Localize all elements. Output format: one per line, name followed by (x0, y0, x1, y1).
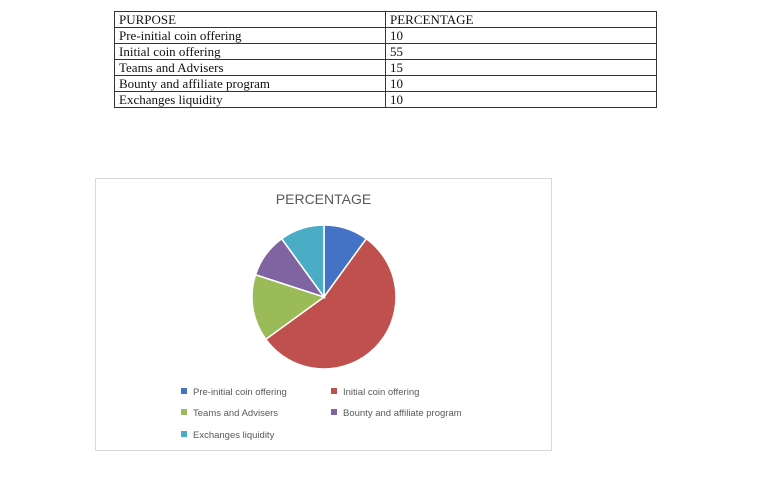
legend-swatch (181, 409, 187, 416)
legend-label: Bounty and affiliate program (343, 408, 462, 419)
percentage-cell: 15 (385, 59, 657, 76)
legend-label: Teams and Advisers (193, 408, 279, 419)
purpose-table: PURPOSE PERCENTAGE Pre-initial coin offe… (114, 11, 657, 108)
pie-slice-teams (251, 273, 326, 341)
pie-slice-exchanges (280, 224, 325, 300)
legend-item: Exchanges liquidity (181, 430, 274, 441)
percentage-cell: 10 (385, 91, 657, 108)
legend-swatch (331, 409, 337, 416)
legend-label: Initial coin offering (343, 387, 420, 398)
legend-label: Pre-initial coin offering (193, 387, 287, 398)
legend-item: Teams and Advisers (181, 408, 278, 419)
legend-swatch (181, 388, 187, 395)
table-row: Initial coin offering 55 (114, 43, 657, 60)
header-purpose: PURPOSE (114, 11, 386, 28)
table-row: Exchanges liquidity 10 (114, 91, 657, 108)
percentage-cell: 10 (385, 75, 657, 92)
chart-legend: Pre-initial coin offering Initial coin o… (181, 387, 511, 447)
purpose-cell: Initial coin offering (114, 43, 386, 60)
pie-chart-area: PERCENTAGE Pre-initial coin offering Ini… (95, 178, 552, 451)
legend-item: Pre-initial coin offering (181, 387, 287, 398)
purpose-cell: Teams and Advisers (114, 59, 386, 76)
table-row: Teams and Advisers 15 (114, 59, 657, 76)
percentage-cell: 55 (385, 43, 657, 60)
table-row: Pre-initial coin offering 10 (114, 27, 657, 44)
pie-chart (251, 224, 397, 370)
chart-title: PERCENTAGE (275, 191, 372, 207)
header-percentage: PERCENTAGE (385, 11, 657, 28)
legend-swatch (181, 431, 187, 438)
percentage-cell: 10 (385, 27, 657, 44)
table-header-row: PURPOSE PERCENTAGE (114, 11, 657, 28)
legend-item: Initial coin offering (331, 387, 419, 398)
purpose-cell: Pre-initial coin offering (114, 27, 386, 44)
purpose-cell: Bounty and affiliate program (114, 75, 386, 92)
legend-swatch (331, 388, 337, 395)
legend-item: Bounty and affiliate program (331, 408, 462, 419)
pie-slice-ico (264, 237, 397, 370)
purpose-cell: Exchanges liquidity (114, 91, 386, 108)
table-row: Bounty and affiliate program 10 (114, 75, 657, 92)
legend-label: Exchanges liquidity (193, 430, 275, 441)
